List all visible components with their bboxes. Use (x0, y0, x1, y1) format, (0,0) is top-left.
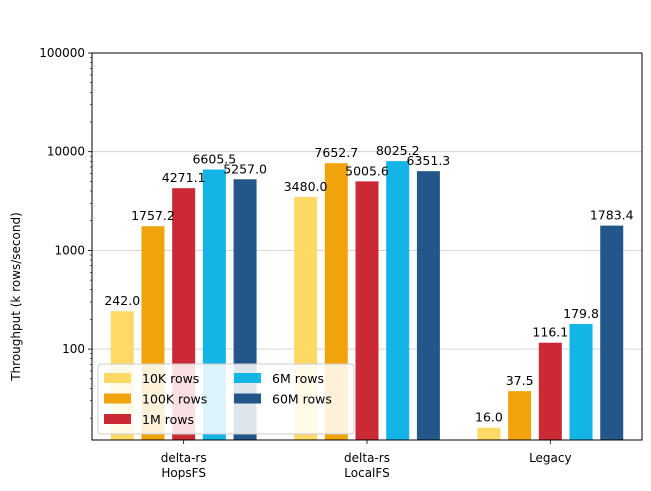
y-axis-label: Throughput (k rows/second) (9, 212, 23, 382)
bar-value-label: 5005.6 (345, 163, 389, 178)
legend-label: 6M rows (272, 371, 324, 386)
legend-item: 60M rows (234, 392, 332, 407)
bar-value-label: 179.8 (563, 306, 599, 321)
x-tick-label-line: Legacy (529, 451, 572, 465)
x-tick-label-line: delta-rs (161, 451, 207, 465)
x-tick-label: delta-rs LocalFS (344, 451, 390, 480)
bar (508, 391, 532, 440)
bar-value-label: 242.0 (104, 293, 140, 308)
bar-value-label: 3480.0 (284, 179, 328, 194)
legend-swatch (104, 414, 131, 424)
legend: 10K rows 100K rows 1M rows 6M rows 60M rows (97, 363, 355, 435)
bar (600, 225, 624, 440)
bar-value-label: 7652.7 (314, 145, 358, 160)
legend-item: 100K rows (104, 392, 207, 407)
bar (355, 181, 379, 440)
bar-value-label: 116.1 (532, 325, 568, 340)
y-tick-label: 10000 (47, 145, 85, 159)
bar-value-label: 6351.3 (407, 153, 451, 168)
bar-value-label: 6605.5 (192, 151, 236, 166)
bar (569, 323, 593, 440)
legend-label: 60M rows (272, 392, 332, 407)
bar-value-label: 37.5 (506, 373, 534, 388)
bar-value-label: 5257.0 (223, 161, 267, 176)
x-tick-label-line: LocalFS (344, 466, 389, 480)
y-axis-ticks: 100 1000 10000 100000 (39, 46, 92, 419)
x-tick-label: delta-rs HopsFS (161, 451, 207, 480)
bar-value-label: 16.0 (475, 410, 503, 425)
legend-box (97, 363, 355, 435)
x-tick-label: Legacy (529, 451, 572, 465)
legend-item: 10K rows (104, 371, 199, 386)
legend-item: 6M rows (234, 371, 324, 386)
bar-value-label: 1783.4 (590, 208, 634, 223)
bar-value-label: 1757.2 (131, 208, 175, 223)
bar-value-label: 8025.2 (376, 143, 420, 158)
x-tick-label-line: delta-rs (344, 451, 390, 465)
y-tick-label: 100000 (39, 46, 85, 60)
legend-item: 1M rows (104, 412, 194, 427)
legend-swatch (104, 393, 131, 404)
y-tick-label: 100 (62, 342, 85, 356)
bar (416, 171, 440, 440)
bar (477, 427, 501, 440)
legend-swatch (104, 373, 131, 383)
bar-value-label: 4271.1 (162, 170, 206, 185)
legend-label: 100K rows (142, 392, 207, 407)
bar (538, 342, 562, 440)
x-tick-label-line: HopsFS (161, 466, 206, 480)
y-tick-label: 1000 (54, 243, 85, 257)
bar (386, 161, 410, 440)
legend-label: 1M rows (142, 412, 194, 427)
legend-swatch (234, 393, 261, 404)
legend-label: 10K rows (142, 371, 199, 386)
legend-swatch (234, 373, 261, 383)
